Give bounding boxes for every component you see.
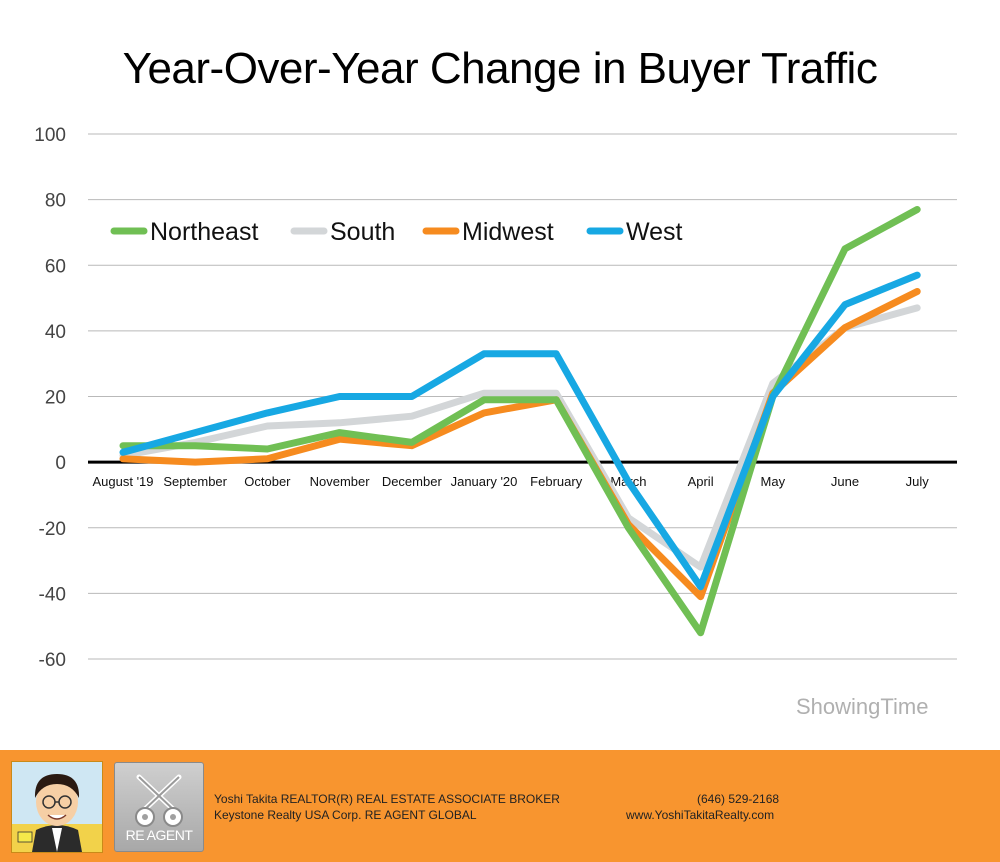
footer-bar: RE AGENT Yoshi Takita REALTOR(R) REAL ES… [0, 750, 1000, 862]
legend-label-south: South [330, 218, 395, 246]
x-tick-label: February [530, 474, 583, 489]
agent-name: Yoshi Takita REALTOR(R) REAL ESTATE ASSO… [214, 792, 560, 806]
series-line-west [119, 271, 921, 591]
y-tick-label: -20 [39, 519, 66, 540]
showingtime-watermark: ShowingTime [796, 694, 929, 719]
x-tick-label: October [244, 474, 291, 489]
x-tick-label: December [382, 474, 443, 489]
legend-label-northeast: Northeast [150, 218, 258, 246]
y-tick-label: 100 [34, 125, 66, 146]
legend-label-midwest: Midwest [462, 218, 554, 246]
x-tick-label: August '19 [92, 474, 153, 489]
x-tick-label: September [163, 474, 227, 489]
x-tick-label: November [310, 474, 371, 489]
y-tick-label: 80 [45, 191, 66, 212]
series-line-northeast [119, 206, 921, 637]
slide: Year-Over-Year Change in Buyer Traffic 1… [34, 44, 957, 719]
x-tick-label: June [831, 474, 859, 489]
x-tick-label: May [761, 474, 786, 489]
y-tick-label: -60 [39, 650, 66, 671]
line-chart: 100 80 60 40 20 0 -20 -40 -60 August '19 Septembe… [34, 125, 957, 671]
phone-number: (646) 529-2168 [697, 792, 780, 806]
logo-text: RE AGENT [125, 827, 193, 843]
x-tick-label: January '20 [451, 474, 518, 489]
x-tick-label: July [906, 474, 930, 489]
agent-caricature-image [11, 761, 103, 853]
company-name: Keystone Realty USA Corp. RE AGENT GLOBA… [214, 808, 477, 822]
y-tick-label: 20 [45, 388, 66, 409]
legend-label-west: West [626, 218, 683, 246]
re-agent-logo: RE AGENT [114, 762, 204, 852]
y-tick-label: 0 [55, 453, 66, 474]
y-tick-label: 40 [45, 322, 66, 343]
website-link[interactable]: www.YoshiTakitaRealty.com [626, 808, 775, 822]
y-tick-label: -40 [39, 584, 66, 605]
chart-title: Year-Over-Year Change in Buyer Traffic [122, 44, 878, 93]
y-tick-label: 60 [45, 256, 66, 277]
x-tick-label: April [688, 474, 714, 489]
